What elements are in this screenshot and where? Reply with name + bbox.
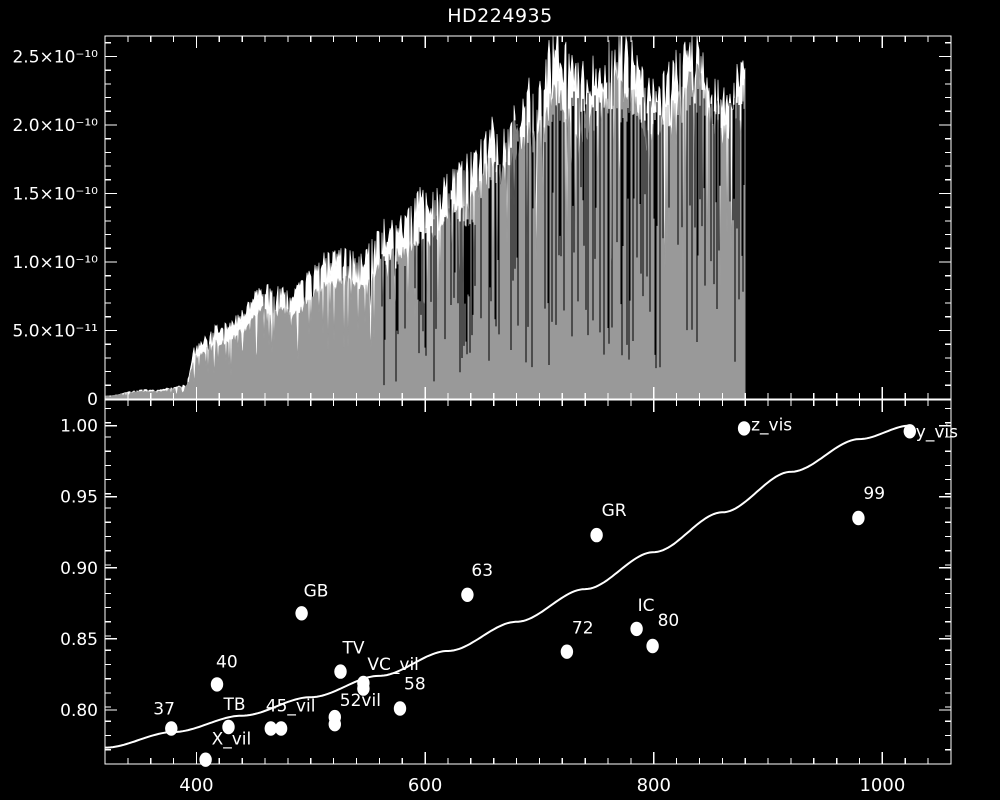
svg-text:400: 400 [179, 775, 213, 796]
svg-text:0.95: 0.95 [60, 488, 98, 508]
scatter-point-label: VC_vil [367, 655, 419, 675]
scatter-point-label: 72 [572, 619, 594, 639]
svg-text:2.0×10⁻¹⁰: 2.0×10⁻¹⁰ [12, 116, 98, 136]
svg-text:0: 0 [87, 390, 98, 410]
scatter-point[interactable] [461, 587, 474, 602]
svg-text:1000: 1000 [859, 775, 905, 796]
scatter-point-label: GR [602, 501, 627, 521]
scatter-point[interactable] [903, 424, 916, 439]
fit-curve [105, 424, 910, 749]
scatter-point[interactable] [590, 527, 603, 543]
scatter-point[interactable] [646, 638, 659, 654]
scatter-point[interactable] [328, 709, 341, 725]
scatter-point[interactable] [334, 664, 347, 679]
scatter-point-label: IC [638, 596, 655, 616]
scatter-point-label: 37 [153, 700, 175, 720]
scatter-point[interactable] [560, 644, 574, 659]
scatter-point[interactable] [210, 677, 224, 692]
scatter-point[interactable] [274, 721, 288, 736]
scatter-point-label: TV [342, 639, 365, 659]
scatter-point-label: 99 [863, 484, 885, 504]
scatter-point[interactable] [222, 719, 235, 735]
scatter-point[interactable] [393, 701, 407, 716]
svg-text:1.0×10⁻¹⁰: 1.0×10⁻¹⁰ [12, 253, 98, 273]
svg-text:1.5×10⁻¹⁰: 1.5×10⁻¹⁰ [12, 185, 98, 205]
svg-text:0.80: 0.80 [60, 701, 98, 721]
svg-text:800: 800 [637, 775, 671, 796]
scatter-point-label: TB [223, 695, 246, 715]
svg-text:0.85: 0.85 [60, 630, 98, 650]
scatter-point[interactable] [165, 721, 178, 736]
scatter-point[interactable] [737, 421, 751, 436]
scatter-point-label: X_vil [212, 730, 252, 750]
page-title: HD224935 [447, 5, 553, 27]
scatter-point-label: 45_vil [266, 697, 316, 717]
scatter-point-label: y_vis [916, 422, 958, 442]
svg-text:2.5×10⁻¹⁰: 2.5×10⁻¹⁰ [12, 48, 98, 68]
scatter-point-label: 80 [658, 611, 680, 631]
scatter-point-label: z_vis [751, 415, 792, 435]
scatter-point[interactable] [264, 721, 277, 736]
scatter-point-label: 58 [404, 675, 426, 695]
scatter-point[interactable] [199, 752, 212, 767]
scatter-point-label: 40 [216, 652, 238, 672]
svg-text:600: 600 [408, 775, 442, 796]
scatter-point[interactable] [630, 621, 643, 637]
scatter-point[interactable] [357, 681, 370, 696]
scatter-point[interactable] [852, 510, 865, 526]
scatter-point[interactable] [295, 606, 308, 621]
svg-text:5.0×10⁻¹¹: 5.0×10⁻¹¹ [12, 322, 98, 342]
scatter-point-label: 52vil [340, 691, 381, 711]
scatter-point-label: 63 [471, 561, 493, 581]
svg-text:0.90: 0.90 [60, 559, 98, 579]
scatter-point-label: GB [304, 581, 329, 601]
svg-text:1.00: 1.00 [60, 417, 98, 437]
